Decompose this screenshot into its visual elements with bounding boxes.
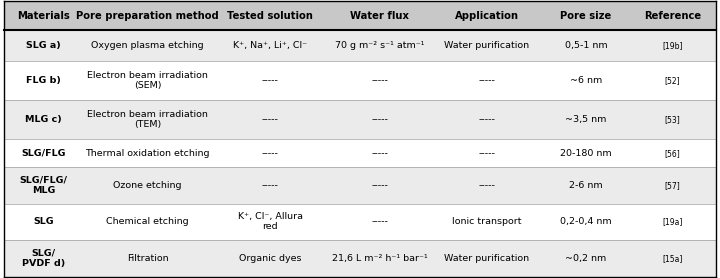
Text: ~3,5 nm: ~3,5 nm [565,115,607,124]
Text: (TEM): (TEM) [134,120,161,129]
Text: 70 g m⁻² s⁻¹ atm⁻¹: 70 g m⁻² s⁻¹ atm⁻¹ [335,41,425,50]
Text: -----: ----- [372,217,388,226]
Text: -----: ----- [478,115,495,124]
Text: K⁺, Cl⁻, Allura: K⁺, Cl⁻, Allura [238,212,302,221]
Text: MLG: MLG [32,186,55,195]
Text: -----: ----- [372,115,388,124]
Text: Electron beam irradiation: Electron beam irradiation [87,110,208,119]
Text: -----: ----- [372,149,388,158]
Text: [52]: [52] [665,76,680,85]
Text: Ionic transport: Ionic transport [452,217,521,226]
Text: -----: ----- [478,76,495,85]
Text: ~0,2 nm: ~0,2 nm [565,254,606,263]
Text: 2-6 nm: 2-6 nm [569,181,603,190]
Text: Application: Application [455,11,519,21]
Text: [15a]: [15a] [662,254,683,263]
Text: Pore size: Pore size [560,11,611,21]
Text: Filtration: Filtration [127,254,168,263]
Text: SLG/: SLG/ [32,249,55,258]
Text: 20-180 nm: 20-180 nm [560,149,612,158]
Bar [4,203,716,240]
Text: Pore preparation method: Pore preparation method [76,11,219,21]
Text: [56]: [56] [665,149,680,158]
Text: FLG b): FLG b) [26,76,61,85]
Text: 21,6 L m⁻² h⁻¹ bar⁻¹: 21,6 L m⁻² h⁻¹ bar⁻¹ [332,254,428,263]
Text: 0,5-1 nm: 0,5-1 nm [564,41,607,50]
Text: Water purification: Water purification [444,41,529,50]
Text: Reference: Reference [644,11,701,21]
Text: Tested solution: Tested solution [227,11,313,21]
Text: PVDF d): PVDF d) [22,259,66,268]
Text: K⁺, Na⁺, Li⁺, Cl⁻: K⁺, Na⁺, Li⁺, Cl⁻ [233,41,307,50]
Bar [4,30,716,61]
Text: -----: ----- [478,181,495,190]
Text: SLG a): SLG a) [27,41,61,50]
Text: 0,2-0,4 nm: 0,2-0,4 nm [560,217,612,226]
Text: Ozone etching: Ozone etching [113,181,181,190]
Text: -----: ----- [261,181,279,190]
Text: -----: ----- [478,149,495,158]
Text: -----: ----- [261,76,279,85]
Text: (SEM): (SEM) [134,81,161,90]
Bar [4,240,716,277]
Text: Thermal oxidation etching: Thermal oxidation etching [85,149,210,158]
Text: -----: ----- [372,181,388,190]
Text: Oxygen plasma etching: Oxygen plasma etching [91,41,204,50]
Text: -----: ----- [372,76,388,85]
Text: -----: ----- [261,115,279,124]
Bar [4,167,716,203]
Text: SLG/FLG: SLG/FLG [22,149,66,158]
Bar [4,61,716,100]
Text: Chemical etching: Chemical etching [106,217,189,226]
Text: red: red [262,222,278,231]
Text: ~6 nm: ~6 nm [570,76,602,85]
Bar [4,139,716,167]
Text: Organic dyes: Organic dyes [239,254,302,263]
Text: [57]: [57] [665,181,680,190]
Bar [4,100,716,139]
Text: Water flux: Water flux [351,11,410,21]
Text: [19a]: [19a] [662,217,683,226]
Text: SLG: SLG [33,217,54,226]
Text: Water purification: Water purification [444,254,529,263]
Text: Materials: Materials [17,11,70,21]
Text: [19b]: [19b] [662,41,683,50]
Text: SLG/FLG/: SLG/FLG/ [19,176,68,185]
Text: -----: ----- [261,149,279,158]
Text: Electron beam irradiation: Electron beam irradiation [87,71,208,80]
Text: [53]: [53] [665,115,680,124]
Bar [4,1,716,30]
Text: MLG c): MLG c) [25,115,62,124]
